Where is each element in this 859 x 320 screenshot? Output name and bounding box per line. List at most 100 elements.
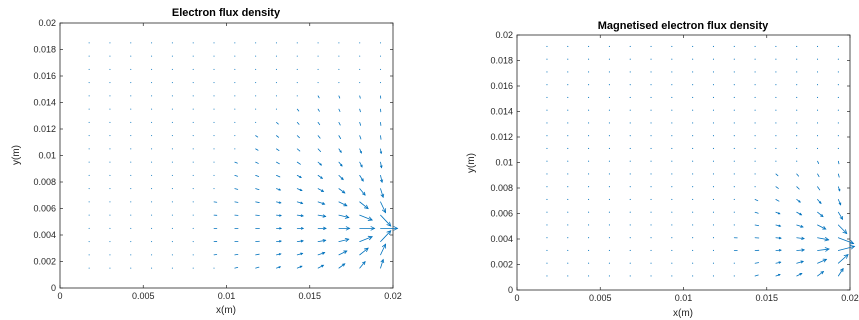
quiver-arrow [359,55,361,57]
quiver-arrow [754,84,756,86]
quiver-arrow [296,82,298,84]
quiver-arrow [276,188,282,191]
quiver-arrow [650,262,652,264]
quiver-arrow [816,147,819,150]
quiver-arrow [837,71,839,73]
quiver-arrow [171,68,173,70]
y-tick-label: 0 [51,283,56,293]
quiver-arrow [692,135,694,137]
quiver-arrow [338,161,343,167]
quiver-arrow [775,147,777,150]
quiver-arrow [629,224,631,226]
x-tick-label: 0.015 [298,291,321,301]
quiver-arrow [671,45,673,48]
quiver-arrow [151,161,153,163]
quiver-arrow [338,201,348,207]
quiver-arrow [754,173,756,175]
quiver-arrow [546,186,548,188]
quiver-arrow [775,109,777,111]
quiver-arrow [130,201,132,203]
quiver-arrow [775,273,781,277]
quiver-arrow [629,84,631,86]
quiver-arrow [608,135,610,137]
quiver-arrow [775,199,780,202]
quiver-arrow [317,161,323,166]
quiver-arrow [608,249,610,252]
quiver-arrow [588,211,590,213]
quiver-arrow [608,224,610,226]
quiver-arrow [88,254,90,256]
quiver-arrow [276,174,281,178]
quiver-arrow [546,237,548,239]
quiver-arrow [817,236,830,242]
quiver-arrow [567,45,569,48]
quiver-arrow [588,186,590,188]
quiver-arrow [296,265,303,269]
quiver-arrow [171,121,173,123]
y-tick-label: 0.012 [33,124,56,134]
quiver-arrow [213,161,215,163]
quiver-arrow [109,227,111,229]
quiver-arrow [338,226,351,231]
quiver-arrow [255,42,257,44]
quiver-arrow [712,45,715,48]
quiver-arrow [130,135,132,137]
quiver-arrow [712,160,715,162]
quiver-arrow [754,199,759,202]
quiver-arrow [88,42,90,44]
quiver-arrow [317,55,319,57]
y-tick-label: 0.016 [490,81,513,91]
quiver-arrow [650,211,652,213]
y-tick-label: 0.014 [490,107,513,117]
quiver-arrow [671,84,673,86]
quiver-arrow [671,224,673,226]
quiver-arrow [567,198,569,201]
quiver-arrow [796,173,799,177]
quiver-arrow [109,161,111,163]
quiver-arrow [380,201,387,214]
quiver-arrow [817,271,825,277]
y-tick-label: 0.01 [38,151,56,161]
quiver-arrow [192,227,194,229]
x-axis-label: x(m) [216,305,236,316]
quiver-arrow [629,237,631,239]
quiver-arrow [213,148,215,150]
quiver-arrow [130,267,132,269]
quiver-arrow [567,160,569,162]
quiver-arrow [733,96,735,99]
quiver-arrow [608,45,610,48]
quiver-arrow [296,68,298,70]
quiver-arrow [317,214,327,218]
y-tick-label: 0.018 [490,56,513,66]
quiver-arrow [588,262,590,264]
quiver-arrow [276,201,282,204]
quiver-arrow [837,147,839,150]
quiver-arrow [546,275,548,277]
quiver-arrow [130,148,132,150]
quiver-arrow [151,68,153,70]
quiver-arrow [317,264,325,269]
quiver-arrow [317,251,326,256]
quiver-arrow [588,173,590,175]
quiver-arrow [733,275,735,277]
quiver-arrow [192,241,194,243]
quiver-arrow [171,241,173,243]
quiver-arrow [567,249,569,252]
quiver-arrow [671,96,673,99]
quiver-arrow [338,250,348,256]
quiver-arrow [338,263,346,269]
quiver-arrow [192,121,194,123]
quiver-arrow [171,188,173,190]
quiver-arrow [754,122,756,124]
quiver-arrow [88,95,90,97]
quiver-arrow [338,68,340,70]
quiver-arrow [837,122,839,124]
quiver-arrow [629,160,631,162]
quiver-arrow [733,262,735,264]
quiver-arrow [608,84,610,86]
quiver-arrow [296,214,304,217]
quiver-arrow [775,236,782,240]
x-tick-label: 0.005 [589,293,612,303]
quiver-arrow [317,121,321,126]
quiver-arrow [296,121,300,125]
